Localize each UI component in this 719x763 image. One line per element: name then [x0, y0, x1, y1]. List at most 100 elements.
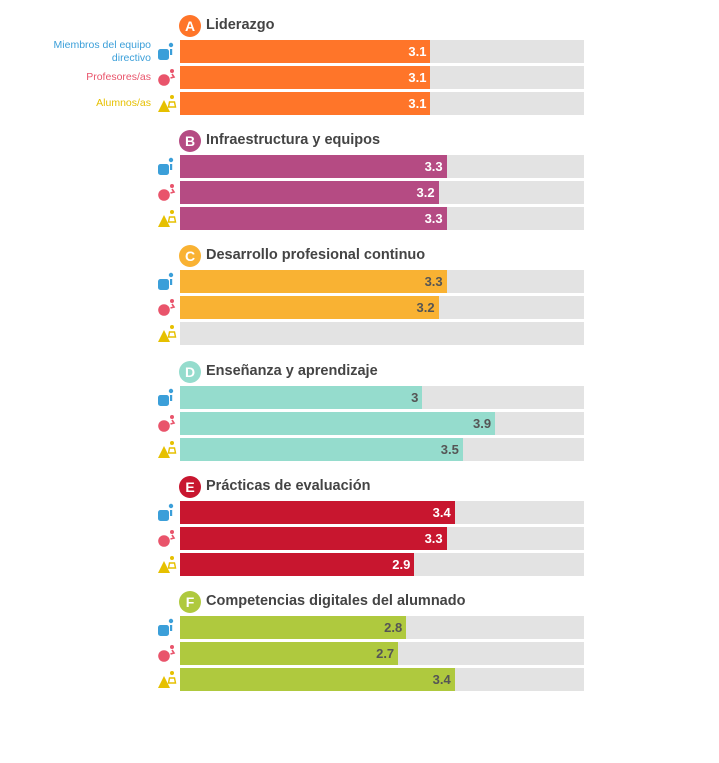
section-title: Liderazgo [206, 17, 275, 33]
student-icon [158, 325, 177, 343]
bar-a-directivo [180, 40, 431, 63]
bar-track: 3.1 [180, 92, 584, 115]
section-d: D Enseñanza y aprendizaje 3 3.9 3.5 [0, 360, 719, 470]
bar-track: 3.2 [180, 181, 584, 205]
section-b: B Infraestructura y equipos 3.3 3.2 3.3 [0, 129, 719, 239]
bar-row-directivo: 3.3 [0, 270, 719, 294]
bar-value-label: 2.9 [392, 556, 411, 572]
section-e: E Prácticas de evaluación 3.4 3.3 2.9 [0, 475, 719, 585]
bar-row-alumnos: 3.4 [0, 668, 719, 691]
student-icon [158, 95, 177, 112]
bar-value-label: 3.3 [424, 159, 443, 175]
role-label-profesores: Profesores/as [86, 71, 151, 84]
section-badge: A [179, 15, 201, 37]
bar-row-profesores: 2.7 [0, 642, 719, 665]
bar-c-profesores [180, 296, 439, 320]
school-leader-icon [158, 503, 174, 521]
bar-value-label: 3.1 [408, 70, 427, 85]
bar-track: 3.3 [180, 526, 584, 550]
bar-track: 3.1 [180, 40, 584, 63]
bar-value-label: 3.1 [408, 44, 427, 59]
bar-track: 3.5 [180, 437, 584, 461]
bar-e-profesores [180, 526, 447, 550]
bar-row-directivo: 3.4 [0, 500, 719, 524]
bar-track: 2.8 [180, 616, 584, 639]
role-label-line: Alumnos/as [96, 97, 151, 109]
bar-value-label: 3.2 [416, 300, 435, 316]
teacher-icon [158, 529, 176, 547]
bar-value-label: 3.3 [424, 211, 443, 227]
section-title: Prácticas de evaluación [206, 477, 371, 494]
bar-row-profesores: 3.2 [0, 296, 719, 320]
section-badge: B [179, 130, 201, 153]
bar-d-directivo [180, 385, 423, 409]
bar-value-label: 2.7 [376, 646, 395, 661]
bar-f-directivo [180, 616, 407, 639]
school-leader-icon [158, 388, 174, 406]
bar-f-profesores [180, 642, 399, 665]
bar-row-directivo: 3 [0, 385, 719, 409]
bar-row-alumnos: 3.3 [0, 207, 719, 231]
bar-track: 3.3 [180, 155, 584, 179]
bar-f-alumnos [180, 668, 455, 691]
section-badge: D [179, 360, 201, 383]
school-leader-icon [158, 42, 174, 60]
bar-track [180, 322, 584, 346]
teacher-icon [158, 414, 176, 432]
teacher-icon [158, 645, 176, 662]
bar-row-profesores: 3.3 [0, 526, 719, 550]
bar-value-label: 3.5 [440, 441, 459, 457]
bar-row-profesores: 3.9 [0, 411, 719, 435]
section-badge: E [179, 475, 201, 498]
bar-row-alumnos: 2.9 [0, 552, 719, 576]
bar-value-label: 2.8 [384, 620, 403, 635]
bar-row-profesores: 3.2 [0, 181, 719, 205]
teacher-icon [158, 184, 176, 201]
student-icon [158, 210, 177, 228]
section-f: F Competencias digitales del alumnado 2.8 2… [0, 590, 719, 700]
bar-row-alumnos: 3.5 [0, 437, 719, 461]
bar-track: 3.4 [180, 500, 584, 524]
bar-value-label: 3.9 [473, 415, 492, 431]
bar-row-alumnos: Alumnos/as 3.1 [0, 92, 719, 115]
bar-e-alumnos [180, 552, 415, 576]
bar-value-label: 3 [411, 389, 419, 405]
bar-track: 3.3 [180, 207, 584, 231]
bar-b-directivo [180, 155, 447, 179]
bar-value-label: 3.4 [432, 672, 451, 687]
bar-track: 3.4 [180, 668, 584, 691]
bar-b-profesores [180, 181, 439, 205]
role-label-directivo: Miembros del equipo directivo [54, 39, 151, 65]
role-label-line: Profesores/as [86, 71, 151, 83]
bar-d-alumnos [180, 437, 463, 461]
section-badge: C [179, 245, 201, 268]
bar-track: 3.3 [180, 270, 584, 294]
school-leader-icon [158, 273, 174, 291]
bar-row-profesores: Profesores/as 3.1 [0, 66, 719, 89]
bar-track: 3 [180, 385, 584, 409]
bar-b-alumnos [180, 207, 447, 231]
section-badge: F [179, 591, 201, 613]
student-icon [158, 440, 177, 458]
bar-a-profesores [180, 66, 431, 89]
bar-d-profesores [180, 411, 496, 435]
bar-value-label: 3.2 [416, 185, 435, 201]
bar-track: 3.1 [180, 66, 584, 89]
school-leader-icon [158, 157, 174, 176]
student-icon [158, 671, 177, 688]
section-a: A Liderazgo Miembros del equipo directivo 3.… [0, 14, 719, 124]
role-label-line: Miembros del equipo [53, 38, 151, 51]
teacher-icon [158, 299, 176, 317]
bar-track: 3.2 [180, 296, 584, 320]
section-title: Desarrollo profesional continuo [206, 247, 426, 264]
section-title: Competencias digitales del alumnado [206, 593, 466, 609]
bar-row-directivo: Miembros del equipo directivo 3.1 [0, 39, 719, 65]
role-label-line: directivo [111, 51, 151, 64]
section-c: C Desarrollo profesional continuo 3.3 3.2 [0, 244, 719, 354]
section-title: Infraestructura y equipos [206, 132, 381, 149]
bar-track: 2.9 [180, 552, 584, 576]
bar-track: 3.9 [180, 411, 584, 435]
bar-track: 2.7 [180, 642, 584, 665]
bar-value-label: 3.4 [432, 504, 451, 520]
